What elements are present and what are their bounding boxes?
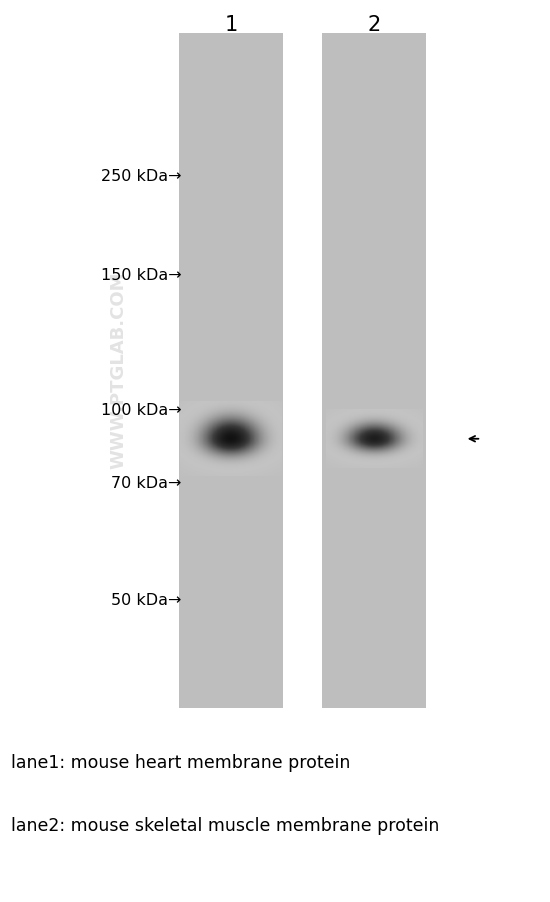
Text: 2: 2	[367, 15, 381, 35]
Text: 1: 1	[224, 15, 238, 35]
Text: 100 kDa→: 100 kDa→	[101, 403, 182, 418]
Text: 70 kDa→: 70 kDa→	[111, 475, 182, 490]
Bar	[322, 34, 426, 708]
Text: 150 kDa→: 150 kDa→	[101, 268, 182, 282]
Text: lane1: mouse heart membrane protein: lane1: mouse heart membrane protein	[11, 753, 350, 771]
Bar	[179, 34, 283, 708]
Bar	[283, 34, 322, 708]
Text: WWW.PTGLAB.COM: WWW.PTGLAB.COM	[109, 272, 127, 468]
Text: lane2: mouse skeletal muscle membrane protein: lane2: mouse skeletal muscle membrane pr…	[11, 816, 439, 834]
Text: 50 kDa→: 50 kDa→	[111, 593, 182, 607]
Text: 250 kDa→: 250 kDa→	[101, 169, 182, 183]
